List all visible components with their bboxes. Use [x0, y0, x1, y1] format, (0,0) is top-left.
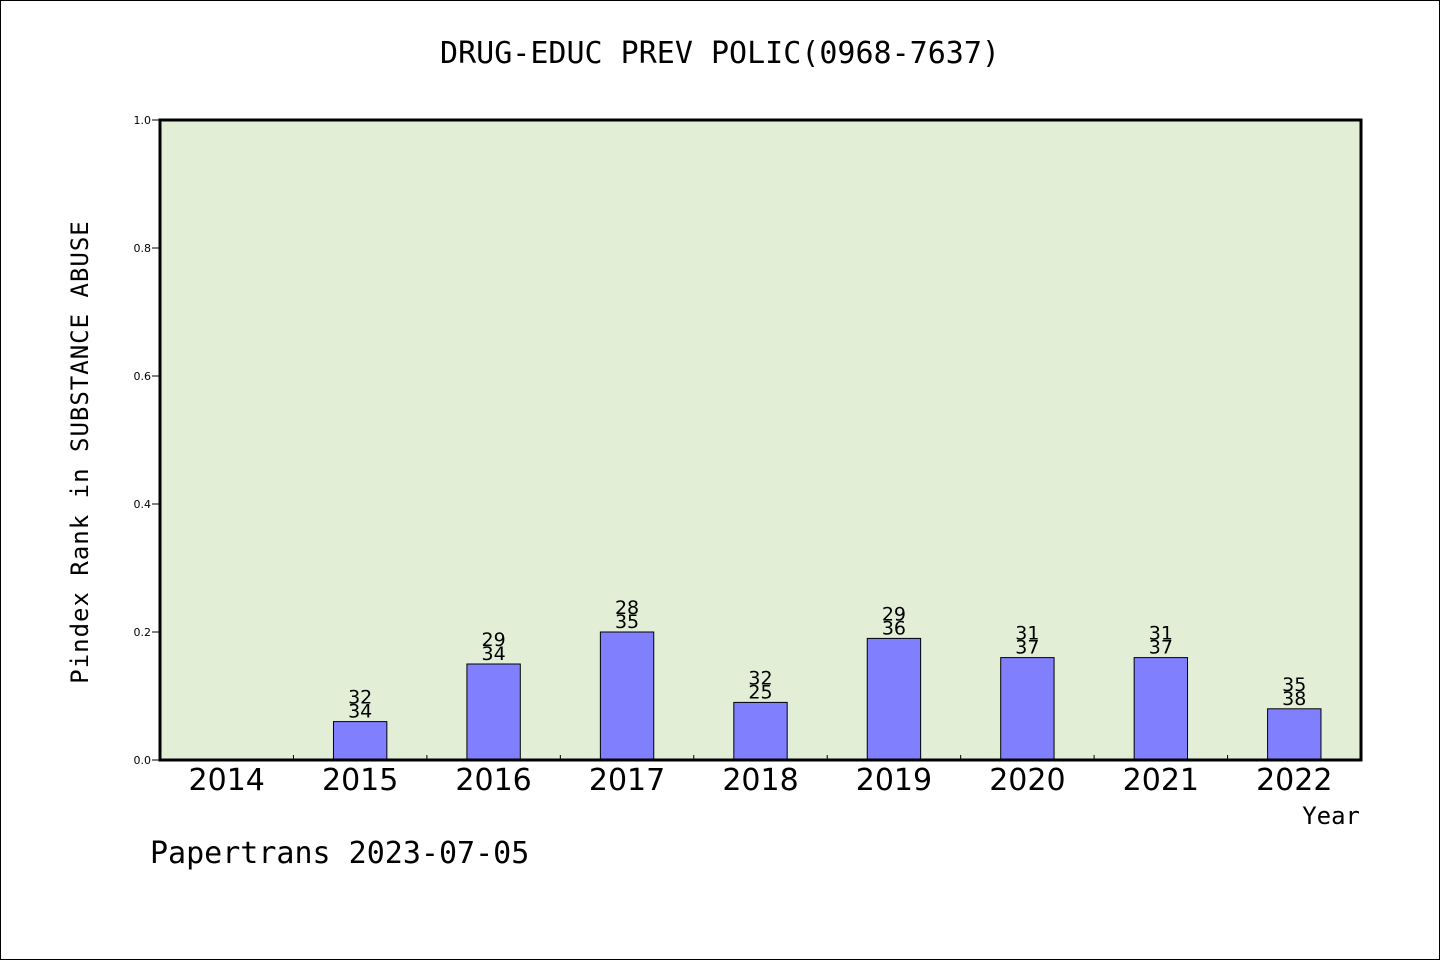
data-label-bottom: 34	[482, 643, 506, 665]
y-tick-label: 0.4	[134, 498, 152, 511]
x-tick-label: 2015	[322, 763, 398, 798]
footer-text: Papertrans 2023-07-05	[150, 836, 530, 871]
bar	[599, 631, 655, 761]
data-label-top: 29	[482, 629, 506, 651]
data-label-top: 35	[1282, 674, 1306, 696]
data-label-bottom: 38	[1282, 688, 1306, 710]
data-label-bottom: 37	[1149, 637, 1173, 659]
bars-layer	[332, 631, 1322, 761]
y-tick-label: 0.8	[134, 242, 152, 255]
y-axis-label: Pindex Rank in SUBSTANCE ABUSE	[66, 220, 94, 684]
y-tick-label: 0.0	[134, 754, 152, 767]
plot-border	[158, 118, 1363, 762]
bar	[332, 721, 388, 761]
x-tick-label: 2017	[589, 763, 665, 798]
x-tick-label: 2021	[1123, 763, 1199, 798]
x-axis-label: Year	[1302, 802, 1360, 830]
data-label-bottom: 34	[348, 701, 372, 723]
x-tick-label: 2016	[455, 763, 531, 798]
y-axis: 0.0 0.2 0.4 0.6 0.8 1.0	[134, 114, 160, 767]
data-label-top: 31	[1015, 623, 1039, 645]
bar	[466, 663, 521, 761]
data-label-top: 31	[1149, 623, 1173, 645]
x-axis: 2014 2015 2016 2017 2018 2019 2020 2021 2022	[189, 755, 1332, 798]
data-label-bottom: 36	[882, 617, 906, 639]
y-tick-label: 0.6	[134, 370, 152, 383]
x-tick-label: 2020	[989, 763, 1065, 798]
bar	[1133, 657, 1189, 761]
data-label-bottom: 37	[1015, 637, 1039, 659]
bar	[1000, 657, 1055, 761]
data-label-bottom: 25	[748, 681, 772, 703]
data-label-top: 28	[615, 597, 639, 619]
plot-background	[160, 120, 1361, 760]
x-tick-label: 2014	[189, 763, 265, 798]
data-label-bottom: 35	[615, 611, 639, 633]
data-label-top: 32	[748, 667, 772, 689]
bar	[866, 637, 922, 761]
y-tick-label: 1.0	[134, 114, 152, 127]
x-tick-label: 2018	[722, 763, 798, 798]
bar	[733, 701, 788, 761]
y-tick-label: 0.2	[134, 626, 152, 639]
bar	[1267, 708, 1322, 761]
x-tick-label: 2019	[856, 763, 932, 798]
data-label-top: 32	[348, 687, 372, 709]
chart-title: DRUG-EDUC PREV POLIC(0968-7637)	[440, 36, 1000, 71]
data-label-top: 29	[882, 603, 906, 625]
x-tick-label: 2022	[1256, 763, 1332, 798]
